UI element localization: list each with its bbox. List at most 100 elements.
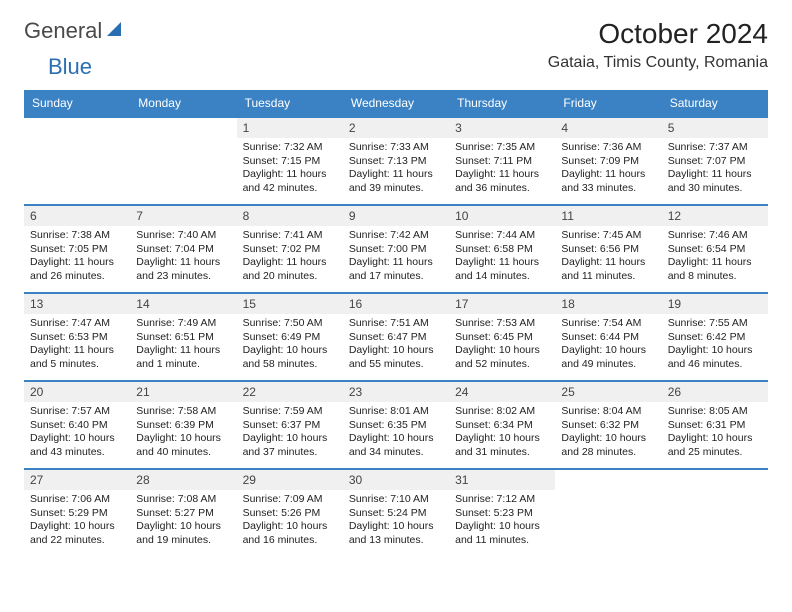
calendar-cell: 31Sunrise: 7:12 AMSunset: 5:23 PMDayligh… bbox=[449, 469, 555, 557]
calendar-week-row: 6Sunrise: 7:38 AMSunset: 7:05 PMDaylight… bbox=[24, 205, 768, 293]
day-number: 14 bbox=[130, 294, 236, 314]
day-header-tue: Tuesday bbox=[237, 90, 343, 117]
calendar-week-row: 27Sunrise: 7:06 AMSunset: 5:29 PMDayligh… bbox=[24, 469, 768, 557]
calendar-week-row: 1Sunrise: 7:32 AMSunset: 7:15 PMDaylight… bbox=[24, 117, 768, 205]
calendar-cell: 8Sunrise: 7:41 AMSunset: 7:02 PMDaylight… bbox=[237, 205, 343, 293]
day-text: Sunrise: 7:53 AMSunset: 6:45 PMDaylight:… bbox=[449, 314, 555, 376]
day-text: Sunrise: 7:37 AMSunset: 7:07 PMDaylight:… bbox=[662, 138, 768, 200]
day-text: Sunrise: 7:12 AMSunset: 5:23 PMDaylight:… bbox=[449, 490, 555, 552]
calendar-cell: 9Sunrise: 7:42 AMSunset: 7:00 PMDaylight… bbox=[343, 205, 449, 293]
calendar-cell: 30Sunrise: 7:10 AMSunset: 5:24 PMDayligh… bbox=[343, 469, 449, 557]
day-text: Sunrise: 8:04 AMSunset: 6:32 PMDaylight:… bbox=[555, 402, 661, 464]
day-text: Sunrise: 7:33 AMSunset: 7:13 PMDaylight:… bbox=[343, 138, 449, 200]
day-text: Sunrise: 7:45 AMSunset: 6:56 PMDaylight:… bbox=[555, 226, 661, 288]
day-text: Sunrise: 7:58 AMSunset: 6:39 PMDaylight:… bbox=[130, 402, 236, 464]
day-header-sun: Sunday bbox=[24, 90, 130, 117]
day-number: 17 bbox=[449, 294, 555, 314]
day-text: Sunrise: 7:50 AMSunset: 6:49 PMDaylight:… bbox=[237, 314, 343, 376]
location-subtitle: Gataia, Timis County, Romania bbox=[548, 54, 768, 72]
day-number: 11 bbox=[555, 206, 661, 226]
day-header-thu: Thursday bbox=[449, 90, 555, 117]
day-text: Sunrise: 7:08 AMSunset: 5:27 PMDaylight:… bbox=[130, 490, 236, 552]
day-number: 3 bbox=[449, 118, 555, 138]
calendar-cell: 19Sunrise: 7:55 AMSunset: 6:42 PMDayligh… bbox=[662, 293, 768, 381]
day-number: 20 bbox=[24, 382, 130, 402]
calendar-cell: 4Sunrise: 7:36 AMSunset: 7:09 PMDaylight… bbox=[555, 117, 661, 205]
calendar-cell: 12Sunrise: 7:46 AMSunset: 6:54 PMDayligh… bbox=[662, 205, 768, 293]
day-text: Sunrise: 7:55 AMSunset: 6:42 PMDaylight:… bbox=[662, 314, 768, 376]
title-block: October 2024 Gataia, Timis County, Roman… bbox=[548, 18, 768, 72]
logo-text-blue: Blue bbox=[48, 54, 92, 79]
day-number: 25 bbox=[555, 382, 661, 402]
calendar-cell bbox=[662, 469, 768, 557]
calendar-cell: 28Sunrise: 7:08 AMSunset: 5:27 PMDayligh… bbox=[130, 469, 236, 557]
day-text: Sunrise: 8:05 AMSunset: 6:31 PMDaylight:… bbox=[662, 402, 768, 464]
calendar-cell: 23Sunrise: 8:01 AMSunset: 6:35 PMDayligh… bbox=[343, 381, 449, 469]
day-number: 24 bbox=[449, 382, 555, 402]
day-number: 23 bbox=[343, 382, 449, 402]
logo-text-general: General bbox=[24, 18, 102, 44]
logo: General bbox=[24, 18, 123, 44]
calendar-week-row: 20Sunrise: 7:57 AMSunset: 6:40 PMDayligh… bbox=[24, 381, 768, 469]
calendar-cell: 26Sunrise: 8:05 AMSunset: 6:31 PMDayligh… bbox=[662, 381, 768, 469]
day-number: 10 bbox=[449, 206, 555, 226]
calendar-body: 1Sunrise: 7:32 AMSunset: 7:15 PMDaylight… bbox=[24, 117, 768, 557]
calendar-cell: 16Sunrise: 7:51 AMSunset: 6:47 PMDayligh… bbox=[343, 293, 449, 381]
day-text: Sunrise: 7:49 AMSunset: 6:51 PMDaylight:… bbox=[130, 314, 236, 376]
day-number: 21 bbox=[130, 382, 236, 402]
day-number: 9 bbox=[343, 206, 449, 226]
day-text: Sunrise: 7:57 AMSunset: 6:40 PMDaylight:… bbox=[24, 402, 130, 464]
day-text: Sunrise: 7:46 AMSunset: 6:54 PMDaylight:… bbox=[662, 226, 768, 288]
calendar-cell: 18Sunrise: 7:54 AMSunset: 6:44 PMDayligh… bbox=[555, 293, 661, 381]
day-number: 18 bbox=[555, 294, 661, 314]
calendar-cell: 25Sunrise: 8:04 AMSunset: 6:32 PMDayligh… bbox=[555, 381, 661, 469]
calendar-cell: 3Sunrise: 7:35 AMSunset: 7:11 PMDaylight… bbox=[449, 117, 555, 205]
day-number: 19 bbox=[662, 294, 768, 314]
day-number: 1 bbox=[237, 118, 343, 138]
day-text: Sunrise: 7:41 AMSunset: 7:02 PMDaylight:… bbox=[237, 226, 343, 288]
calendar-cell bbox=[130, 117, 236, 205]
day-number: 28 bbox=[130, 470, 236, 490]
day-text: Sunrise: 7:35 AMSunset: 7:11 PMDaylight:… bbox=[449, 138, 555, 200]
day-text: Sunrise: 7:42 AMSunset: 7:00 PMDaylight:… bbox=[343, 226, 449, 288]
day-header-sat: Saturday bbox=[662, 90, 768, 117]
calendar-cell: 15Sunrise: 7:50 AMSunset: 6:49 PMDayligh… bbox=[237, 293, 343, 381]
day-text: Sunrise: 7:44 AMSunset: 6:58 PMDaylight:… bbox=[449, 226, 555, 288]
logo-triangle-icon bbox=[107, 22, 121, 36]
calendar-cell: 5Sunrise: 7:37 AMSunset: 7:07 PMDaylight… bbox=[662, 117, 768, 205]
calendar-cell: 10Sunrise: 7:44 AMSunset: 6:58 PMDayligh… bbox=[449, 205, 555, 293]
day-number: 2 bbox=[343, 118, 449, 138]
calendar-cell: 7Sunrise: 7:40 AMSunset: 7:04 PMDaylight… bbox=[130, 205, 236, 293]
day-text: Sunrise: 8:01 AMSunset: 6:35 PMDaylight:… bbox=[343, 402, 449, 464]
day-text: Sunrise: 7:54 AMSunset: 6:44 PMDaylight:… bbox=[555, 314, 661, 376]
calendar-cell: 14Sunrise: 7:49 AMSunset: 6:51 PMDayligh… bbox=[130, 293, 236, 381]
day-text: Sunrise: 7:06 AMSunset: 5:29 PMDaylight:… bbox=[24, 490, 130, 552]
day-number: 15 bbox=[237, 294, 343, 314]
day-number: 26 bbox=[662, 382, 768, 402]
day-text: Sunrise: 7:10 AMSunset: 5:24 PMDaylight:… bbox=[343, 490, 449, 552]
day-number: 31 bbox=[449, 470, 555, 490]
day-number: 5 bbox=[662, 118, 768, 138]
day-number: 16 bbox=[343, 294, 449, 314]
day-number: 29 bbox=[237, 470, 343, 490]
day-text: Sunrise: 7:36 AMSunset: 7:09 PMDaylight:… bbox=[555, 138, 661, 200]
calendar-cell: 27Sunrise: 7:06 AMSunset: 5:29 PMDayligh… bbox=[24, 469, 130, 557]
day-text: Sunrise: 7:51 AMSunset: 6:47 PMDaylight:… bbox=[343, 314, 449, 376]
day-text: Sunrise: 7:59 AMSunset: 6:37 PMDaylight:… bbox=[237, 402, 343, 464]
day-number: 30 bbox=[343, 470, 449, 490]
calendar-cell: 29Sunrise: 7:09 AMSunset: 5:26 PMDayligh… bbox=[237, 469, 343, 557]
day-header-mon: Monday bbox=[130, 90, 236, 117]
day-number: 13 bbox=[24, 294, 130, 314]
calendar-cell: 24Sunrise: 8:02 AMSunset: 6:34 PMDayligh… bbox=[449, 381, 555, 469]
day-text: Sunrise: 7:47 AMSunset: 6:53 PMDaylight:… bbox=[24, 314, 130, 376]
calendar-cell bbox=[555, 469, 661, 557]
day-number: 12 bbox=[662, 206, 768, 226]
day-text: Sunrise: 7:09 AMSunset: 5:26 PMDaylight:… bbox=[237, 490, 343, 552]
calendar-cell: 1Sunrise: 7:32 AMSunset: 7:15 PMDaylight… bbox=[237, 117, 343, 205]
day-text: Sunrise: 8:02 AMSunset: 6:34 PMDaylight:… bbox=[449, 402, 555, 464]
day-number: 4 bbox=[555, 118, 661, 138]
calendar-cell: 17Sunrise: 7:53 AMSunset: 6:45 PMDayligh… bbox=[449, 293, 555, 381]
day-text: Sunrise: 7:38 AMSunset: 7:05 PMDaylight:… bbox=[24, 226, 130, 288]
calendar-cell: 21Sunrise: 7:58 AMSunset: 6:39 PMDayligh… bbox=[130, 381, 236, 469]
calendar-cell: 2Sunrise: 7:33 AMSunset: 7:13 PMDaylight… bbox=[343, 117, 449, 205]
